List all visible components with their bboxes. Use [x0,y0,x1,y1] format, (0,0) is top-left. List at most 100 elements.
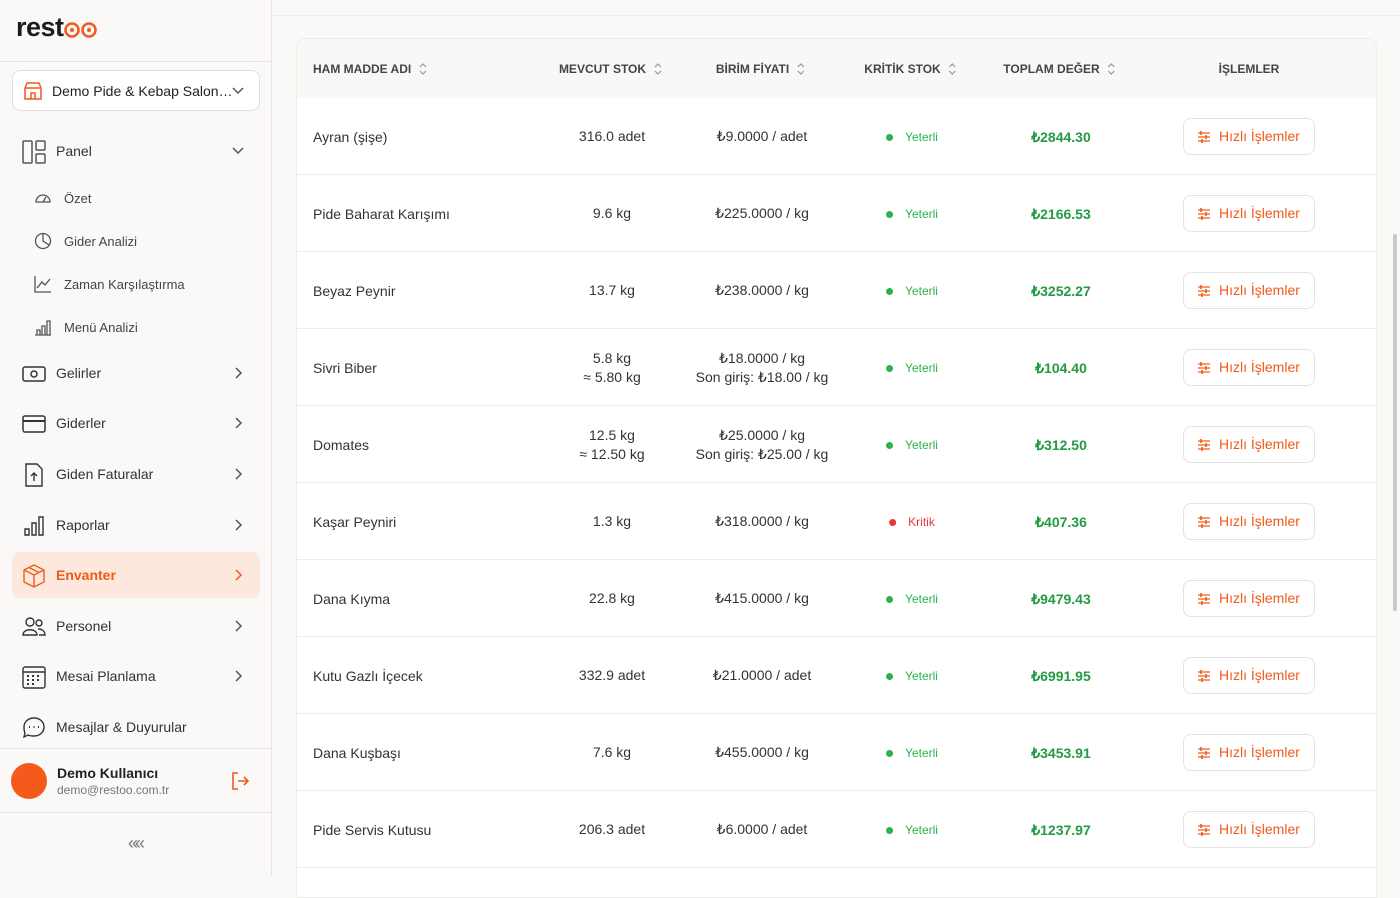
quick-actions-button[interactable]: Hızlı İşlemler [1183,348,1315,386]
quick-actions-button[interactable]: Hızlı İşlemler [1183,656,1315,694]
quick-actions-button[interactable]: Hızlı İşlemler [1183,271,1315,309]
column-header[interactable]: KRİTİK STOK [864,39,959,98]
icon [25,463,43,487]
stock-cell-line: 22.8 kg [589,590,635,606]
quick-actions-button[interactable]: Hızlı İşlemler [1183,502,1315,540]
nav-label: Mesai Planlama [56,668,156,684]
icon [22,617,46,636]
sort-icon [419,62,427,75]
item-name: Pide Servis Kutusu [313,821,432,838]
total-value: ₺3252.27 [1031,282,1091,299]
nav-label: Mesajlar & Duyurular [56,719,187,735]
status-label: Yeterli [905,129,938,144]
status-badge: Yeterli [886,667,938,686]
status-badge: Yeterli [886,128,938,147]
sliders-icon [1198,515,1210,528]
nav-item[interactable]: Mesai Planlama [12,653,260,699]
header-label: HAM MADDE ADI [313,61,412,76]
total-value: ₺407.36 [1035,513,1087,530]
status-dot [889,518,897,526]
nav-label: Özet [64,190,92,206]
price-cell: ₺9.0000 / adet [717,127,808,146]
price-cell: ₺225.0000 / kg [715,204,809,223]
nav-item-active[interactable]: Envanter [12,552,260,598]
item-name: Sivri Biber [313,359,377,376]
nav-item[interactable]: Giderler [12,400,260,446]
status-dot [886,595,894,603]
nav-item[interactable]: Mesajlar & Duyurular [12,704,260,750]
nav-label: Raporlar [56,517,110,533]
nav-item[interactable]: Giden Faturalar [12,451,260,497]
status-badge: Yeterli [886,590,938,609]
status-dot [886,364,894,372]
divider [0,61,271,62]
status-badge: Yeterli [886,436,938,455]
status-badge: Kritik [889,513,935,532]
nav-item[interactable]: Gelirler [12,350,260,396]
nav-label: Giderler [56,415,106,431]
item-name: Pide Baharat Karışımı [313,205,450,222]
quick-actions-button[interactable]: Hızlı İşlemler [1183,425,1315,463]
stock-cell: 206.3 adet [579,820,645,839]
column-header[interactable]: BİRİM FİYATI [716,39,808,98]
quick-actions-button[interactable]: Hızlı İşlemler [1183,733,1315,771]
stock-cell-line: 206.3 adet [578,821,646,837]
table-row: Kaşar Peyniri 1.3 kg ₺318.0000 / kg Kritik ₺… [297,483,1376,560]
table-row: Pide Servis Kutusu 206.3 adet ₺6.0000 / ad… [297,791,1376,868]
price-cell: ₺25.0000 / kg Son giriş: ₺25.00 / kg [696,426,829,464]
collapse-icon: « [135,833,145,853]
price-cell-line: ₺21.0000 / adet [712,667,812,683]
collapse-button[interactable]: «« [128,833,145,854]
icon [22,140,46,164]
sliders-icon [1198,207,1210,220]
chevron [235,519,243,531]
header-label: BİRİM FİYATI [715,61,790,76]
quick-actions-button[interactable]: Hızlı İşlemler [1183,194,1315,232]
nav-label: Gider Analizi [64,233,137,249]
button-label: Hızlı İşlemler [1219,282,1300,298]
table-row: Domates 12.5 kg ≈ 12.50 kg ₺25.0000 / kg Son… [297,406,1376,483]
nav-item[interactable]: Raporlar [12,502,260,548]
restaurant-select[interactable]: Demo Pide & Kebap Salon… [12,70,260,111]
chevron [235,569,243,581]
chevron [232,147,244,155]
sliders-icon [1198,823,1210,836]
nav-item[interactable]: Personel [12,603,260,649]
price-cell-line: ₺238.0000 / kg [715,282,809,298]
total-value: ₺104.40 [1035,359,1087,376]
logout-button[interactable] [230,771,250,791]
stock-cell-line: 7.6 kg [592,744,632,760]
nav-label: Panel [56,143,92,159]
stock-cell: 22.8 kg [589,589,635,608]
chevron [235,367,243,379]
status-dot [886,287,894,295]
quick-actions-button[interactable]: Hızlı İşlemler [1183,117,1315,155]
column-header[interactable]: TOPLAM DEĞER [1003,39,1118,98]
price-cell: ₺6.0000 / adet [717,820,808,839]
quick-actions-button[interactable]: Hızlı İşlemler [1183,810,1315,848]
price-cell-line: ₺25.0000 / kg [719,426,805,443]
button-label: Hızlı İşlemler [1219,205,1300,221]
status-dot [886,826,894,834]
total-value: ₺6991.95 [1031,667,1091,684]
price-cell-line: ₺6.0000 / adet [716,821,808,837]
top-strip [272,0,1400,16]
icon [23,564,45,588]
column-header[interactable]: MEVCUT STOK [559,39,665,98]
column-header[interactable]: HAM MADDE ADI [313,39,430,98]
avatar [11,763,47,799]
quick-actions-button[interactable]: Hızlı İşlemler [1183,579,1315,617]
restaurant-name: Demo Pide & Kebap Salon… [52,83,233,99]
stock-cell-line: 9.6 kg [592,205,632,221]
status-dot [886,672,894,680]
chevron [235,417,243,429]
nav-item[interactable]: Panel [12,128,260,174]
sort-icon [797,62,805,75]
item-name: Kutu Gazlı İçecek [313,667,423,684]
status-badge: Yeterli [886,359,938,378]
sort-icon [654,62,662,75]
price-cell-line: Son giriş: ₺25.00 / kg [695,445,829,462]
scrollbar [1393,234,1397,611]
price-cell: ₺18.0000 / kg Son giriş: ₺18.00 / kg [696,349,829,387]
